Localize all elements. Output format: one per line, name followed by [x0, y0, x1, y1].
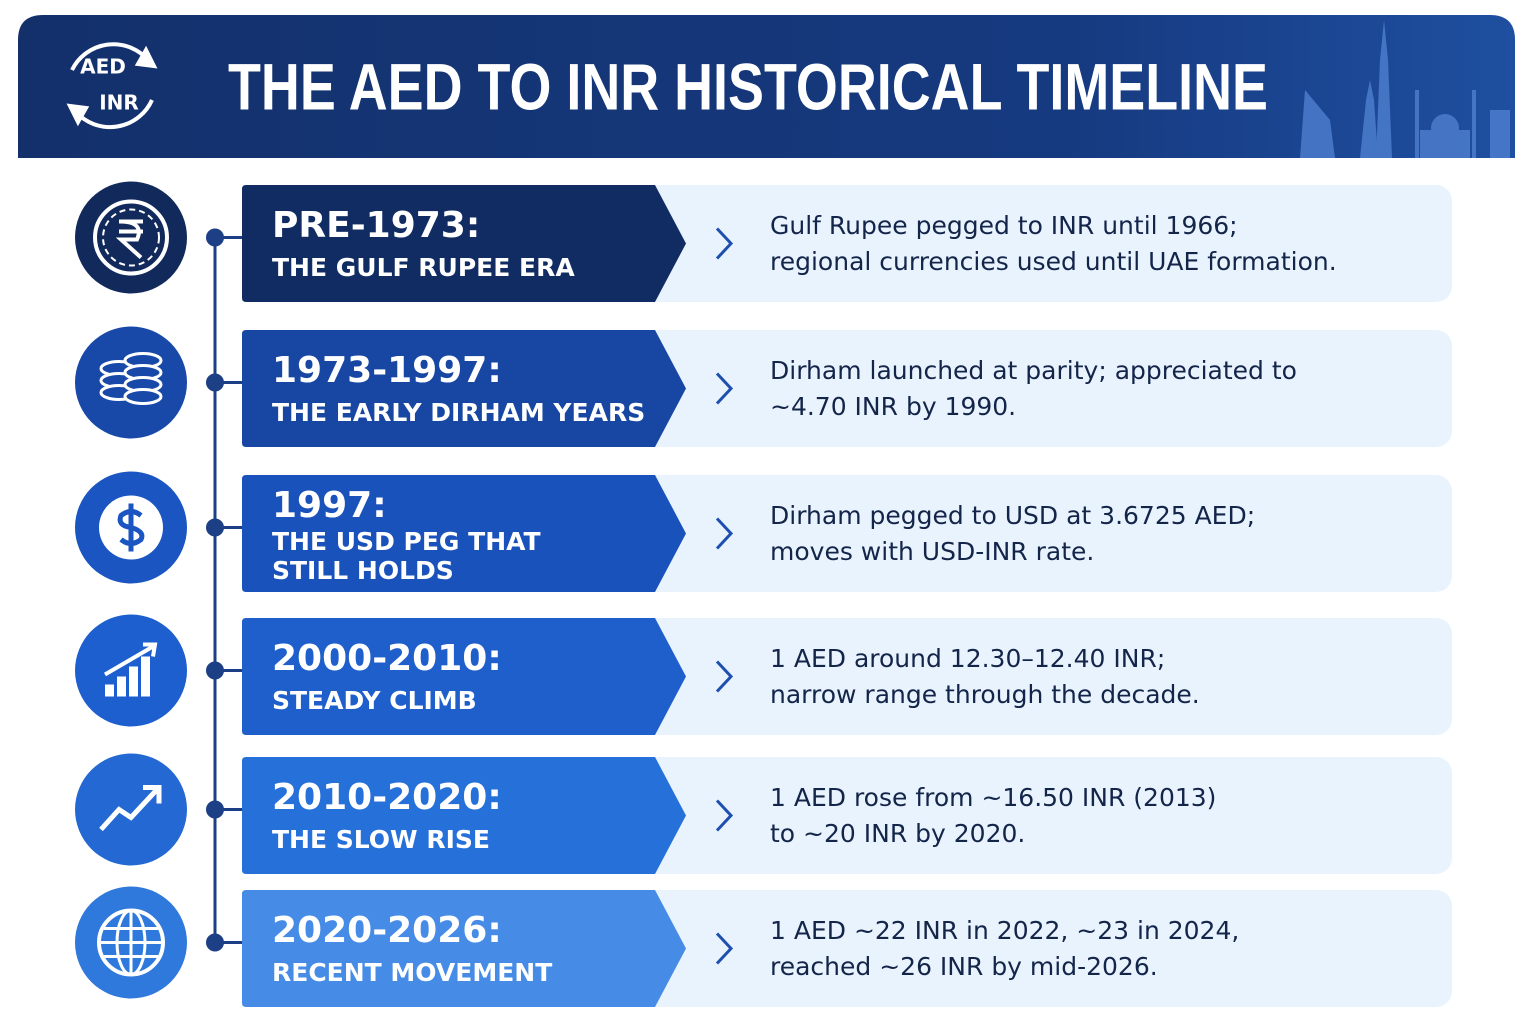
title: THE AED TO INR HISTORICAL TIMELINE	[228, 49, 1268, 123]
period-banner	[242, 330, 686, 447]
icon-ring	[93, 199, 169, 276]
period: PRE-1973:	[272, 205, 480, 246]
logo	[66, 42, 158, 130]
period-banner	[242, 890, 686, 1007]
description-panel	[630, 890, 1452, 1007]
description-panel	[630, 618, 1452, 735]
icon-circle	[75, 753, 187, 866]
icon-globe	[99, 910, 163, 975]
period-banner	[242, 618, 686, 735]
icon-bar	[141, 656, 150, 697]
subtitle: STEADY CLIMB	[272, 686, 477, 715]
description: 1 AED around 12.30–12.40 INR;	[770, 644, 1165, 673]
skyline	[1300, 20, 1510, 158]
description: Dirham launched at parity; appreciated t…	[770, 356, 1297, 385]
description: reached ~26 INR by mid-2026.	[770, 952, 1158, 981]
period: 2010-2020:	[272, 777, 502, 818]
period-banner	[242, 475, 686, 592]
subtitle: STILL HOLDS	[272, 556, 454, 585]
icon-bar	[117, 676, 126, 697]
description: 1 AED ~22 INR in 2022, ~23 in 2024,	[770, 916, 1239, 945]
description: to ~20 INR by 2020.	[770, 819, 1025, 848]
chevron	[715, 517, 734, 550]
icon-bar	[105, 684, 114, 697]
period: 2000-2010:	[272, 638, 502, 679]
period-banner	[242, 757, 686, 874]
timeline: PRE-1973: THE GULF RUPEE ERA Gulf Rupee pe…	[75, 181, 1452, 1007]
icon-bar	[129, 666, 138, 697]
timeline-item: 2000-2010: STEADY CLIMB 1 AED around 12.30…	[75, 614, 1452, 735]
icon-coin	[123, 388, 163, 405]
timeline-item: PRE-1973: THE GULF RUPEE ERA Gulf Rupee pe…	[75, 181, 1452, 302]
chevron	[715, 799, 734, 832]
subtitle: THE USD PEG THAT	[272, 527, 541, 556]
timeline-item: 2010-2020: THE SLOW RISE 1 AED rose from ~…	[75, 753, 1452, 874]
header-band	[18, 15, 1515, 158]
description: narrow range through the decade.	[770, 680, 1200, 709]
icon-ring	[102, 208, 160, 267]
icon-trend	[99, 785, 162, 832]
description: Gulf Rupee pegged to INR until 1966;	[770, 211, 1238, 240]
period-banner	[242, 185, 686, 302]
chevron	[715, 372, 734, 405]
icon-rupee	[115, 219, 143, 259]
description: moves with USD-INR rate.	[770, 537, 1094, 566]
period: 2020-2026:	[272, 910, 502, 951]
timeline-item: 2020-2026: RECENT MOVEMENT 1 AED ~22 INR i…	[75, 886, 1452, 1007]
description: Dirham pegged to USD at 3.6725 AED;	[770, 501, 1255, 530]
logo-bottom: INR	[99, 91, 139, 115]
description-panel	[630, 757, 1452, 874]
chevron	[715, 932, 734, 965]
timeline-item: 1973-1997: THE EARLY DIRHAM YEARS Dirham l…	[75, 326, 1452, 447]
chevron	[715, 660, 734, 693]
description: regional currencies used until UAE forma…	[770, 247, 1337, 276]
subtitle: THE SLOW RISE	[272, 825, 490, 854]
description: ~4.70 INR by 1990.	[770, 392, 1016, 421]
logo-top: AED	[80, 55, 126, 79]
description-panel	[630, 185, 1452, 302]
icon-dollar	[117, 503, 145, 552]
description: 1 AED rose from ~16.50 INR (2013)	[770, 783, 1216, 812]
description-panel	[630, 475, 1452, 592]
chevron	[715, 227, 734, 260]
description-panel	[630, 330, 1452, 447]
icon-arrow	[103, 642, 158, 677]
period: 1997:	[272, 485, 387, 526]
subtitle: RECENT MOVEMENT	[272, 958, 552, 987]
subtitle: THE GULF RUPEE ERA	[272, 253, 575, 282]
period: 1973-1997:	[272, 350, 502, 391]
subtitle: THE EARLY DIRHAM YEARS	[272, 398, 645, 427]
